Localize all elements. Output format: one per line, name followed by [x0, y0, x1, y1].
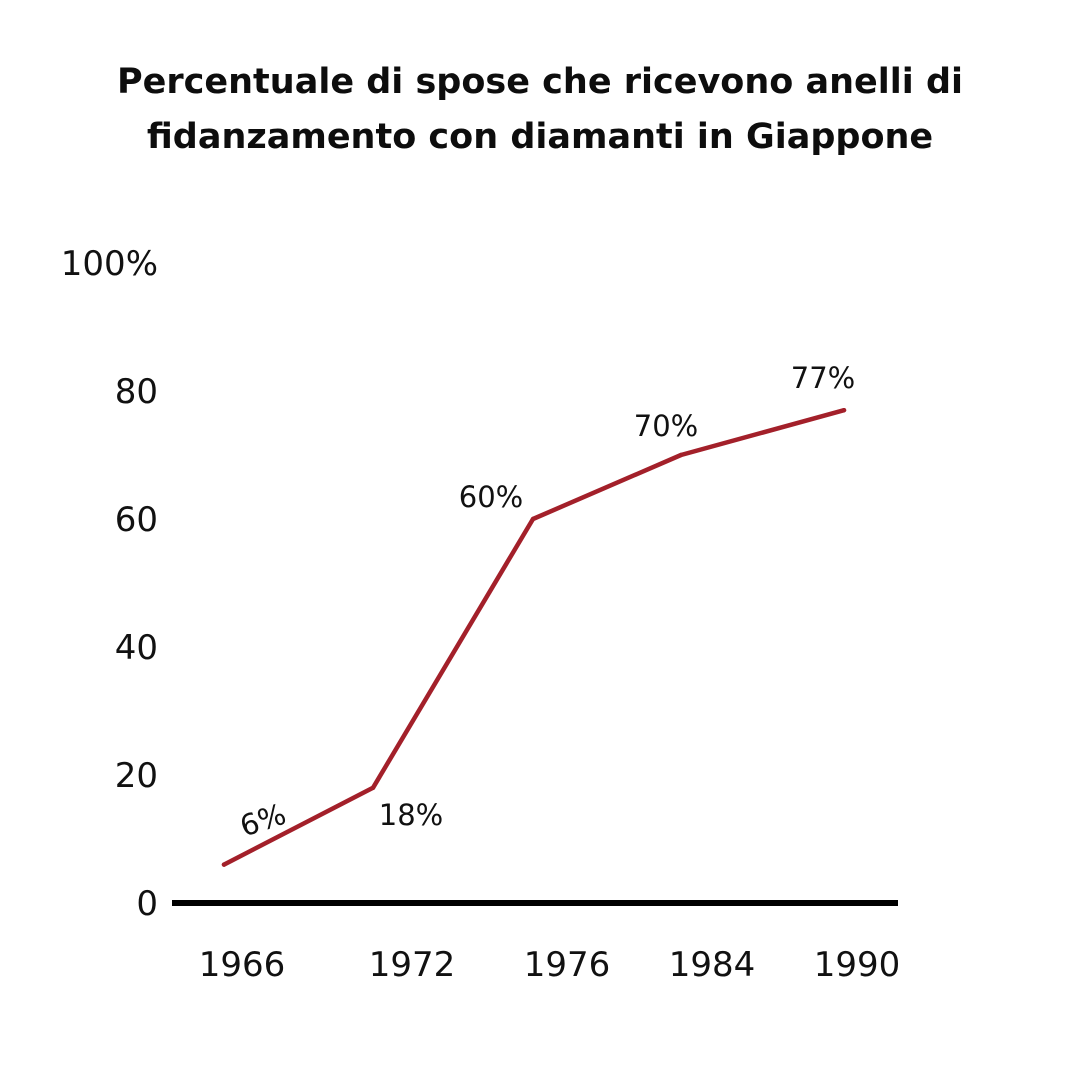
- y-axis-ticks: 0 20 40 60 80 100%: [61, 244, 158, 924]
- x-axis-ticks: 1966 1972 1976 1984 1990: [199, 945, 901, 985]
- y-tick-label: 20: [115, 756, 158, 796]
- x-tick-label: 1976: [524, 945, 611, 985]
- x-tick-label: 1984: [669, 945, 756, 985]
- data-point: [530, 516, 536, 522]
- data-label: 70%: [634, 409, 698, 443]
- data-point: [221, 862, 227, 867]
- x-tick-label: 1972: [369, 945, 456, 985]
- data-labels: 6% 18%60%70%77%: [236, 361, 855, 843]
- data-label: 60%: [459, 480, 523, 514]
- y-tick-label: 0: [136, 884, 158, 924]
- data-label: 77%: [791, 361, 855, 395]
- chart-title: Percentuale di spose che ricevono anelli…: [117, 62, 963, 157]
- data-label: 18%: [379, 798, 443, 832]
- data-point: [678, 452, 684, 458]
- y-tick-label: 40: [115, 628, 158, 668]
- y-tick-label: 80: [115, 372, 158, 412]
- series-line: [221, 407, 847, 867]
- data-point: [841, 408, 847, 413]
- y-tick-label: 100%: [61, 244, 158, 284]
- y-tick-label: 60: [115, 500, 158, 540]
- series-layer: [221, 407, 847, 867]
- x-tick-label: 1966: [199, 945, 286, 985]
- x-tick-label: 1990: [814, 945, 901, 985]
- data-point: [370, 785, 376, 790]
